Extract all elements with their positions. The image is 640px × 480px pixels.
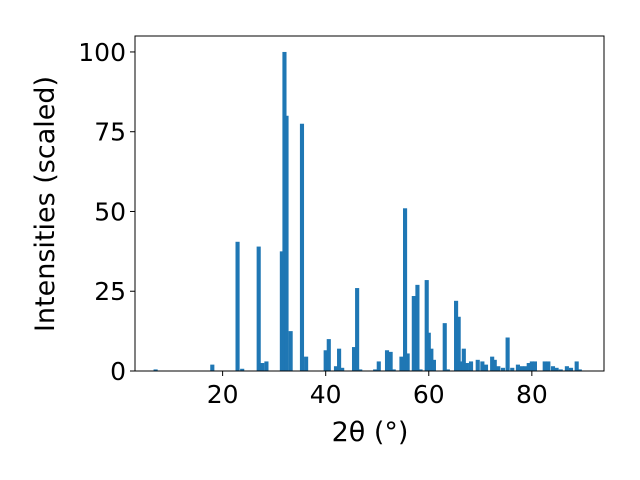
bar bbox=[454, 300, 459, 371]
bar bbox=[323, 350, 328, 371]
y-tick-label: 100 bbox=[78, 38, 126, 67]
bar bbox=[351, 347, 357, 371]
bar bbox=[340, 367, 345, 371]
bar bbox=[399, 356, 404, 371]
bar bbox=[492, 359, 497, 371]
bar bbox=[235, 241, 240, 371]
bar bbox=[554, 367, 559, 371]
bar bbox=[264, 361, 269, 371]
bar bbox=[415, 284, 420, 371]
bar bbox=[403, 208, 408, 371]
bar bbox=[458, 361, 463, 371]
bar bbox=[568, 367, 574, 371]
bar bbox=[464, 363, 469, 371]
x-tick-label: 60 bbox=[413, 380, 445, 409]
y-axis-ticks: 0 25 50 75 100 bbox=[78, 38, 135, 386]
plot-frame bbox=[134, 35, 605, 372]
bar bbox=[523, 366, 528, 371]
bar bbox=[284, 115, 289, 371]
bar bbox=[542, 361, 547, 371]
bar bbox=[426, 332, 431, 371]
bar bbox=[574, 361, 579, 371]
bar bbox=[510, 367, 515, 371]
bar bbox=[373, 369, 378, 371]
bar bbox=[304, 356, 309, 371]
bar bbox=[500, 367, 506, 371]
y-tick-label: 50 bbox=[94, 197, 126, 226]
bar bbox=[355, 288, 360, 371]
bar bbox=[388, 351, 393, 371]
x-axis-label: 2θ (°) bbox=[332, 417, 409, 448]
x-tick-label: 40 bbox=[310, 380, 342, 409]
bar bbox=[480, 361, 485, 371]
bar bbox=[496, 366, 501, 371]
bar bbox=[546, 361, 551, 371]
bar bbox=[429, 348, 434, 371]
bar bbox=[442, 323, 447, 371]
bar bbox=[279, 251, 284, 371]
bar bbox=[577, 369, 582, 371]
bar bbox=[505, 337, 510, 371]
bar bbox=[532, 361, 537, 371]
y-tick-label: 75 bbox=[94, 118, 126, 147]
bar bbox=[376, 361, 381, 371]
bar bbox=[391, 369, 396, 371]
bar bbox=[475, 359, 480, 371]
bar bbox=[490, 356, 495, 371]
y-tick-label: 25 bbox=[94, 277, 126, 306]
bar bbox=[153, 369, 158, 371]
bar bbox=[461, 348, 466, 371]
x-tick-label: 80 bbox=[516, 380, 548, 409]
bar bbox=[468, 361, 474, 371]
x-axis-ticks: 20 40 60 80 bbox=[207, 371, 548, 409]
bar bbox=[456, 316, 461, 371]
bar bbox=[515, 364, 520, 371]
bar bbox=[424, 280, 429, 371]
x-tick-label: 20 bbox=[207, 380, 239, 409]
bar bbox=[299, 123, 305, 372]
bar bbox=[564, 366, 569, 371]
bar bbox=[333, 366, 339, 371]
bar bbox=[445, 369, 450, 371]
bar bbox=[405, 353, 410, 371]
bar bbox=[483, 364, 489, 371]
bar bbox=[260, 363, 265, 371]
bar bbox=[526, 363, 531, 371]
bar bbox=[384, 350, 390, 371]
bar bbox=[418, 369, 423, 371]
bar bbox=[240, 368, 245, 371]
bar bbox=[210, 364, 215, 371]
bar bbox=[358, 369, 363, 371]
bar bbox=[550, 366, 556, 371]
bar bbox=[288, 331, 293, 371]
bar bbox=[326, 339, 331, 371]
bar bbox=[529, 361, 534, 371]
bars-group bbox=[153, 51, 582, 372]
bar bbox=[558, 369, 563, 371]
bar bbox=[431, 359, 436, 371]
y-tick-label: 0 bbox=[110, 357, 126, 386]
y-axis-label: Intensities (scaled) bbox=[30, 76, 61, 332]
bar bbox=[337, 348, 342, 371]
bar bbox=[256, 246, 261, 371]
bar bbox=[519, 366, 525, 371]
bar bbox=[411, 296, 416, 371]
